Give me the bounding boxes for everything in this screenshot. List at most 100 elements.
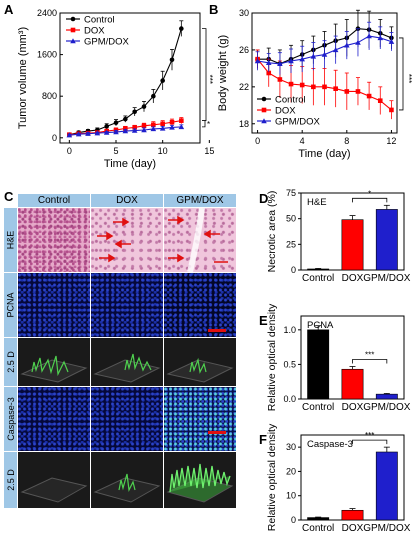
y-tick-label: 20 (286, 466, 296, 476)
data-point (377, 35, 384, 41)
data-point (277, 77, 283, 82)
he-gpm-image (164, 208, 236, 272)
legend-marker (70, 16, 76, 22)
surface-pcna-dox (91, 338, 163, 386)
category-label: Control (302, 402, 334, 413)
micro-col-header-gpm: GPM/DOX (164, 194, 236, 207)
legend-label: DOX (275, 106, 296, 117)
y-tick-label: 50 (286, 214, 296, 224)
panel-label-b: B (209, 2, 219, 17)
bar-DOX (341, 368, 364, 400)
data-point (122, 128, 129, 134)
y-tick-label: 1600 (37, 50, 57, 60)
he-gpm-arrows (168, 208, 228, 272)
data-point (310, 53, 317, 59)
bar-GPM/DOX (375, 209, 398, 271)
data-point (344, 89, 350, 94)
legend-label: Control (275, 95, 306, 106)
chart-D: 0 25 50 75 H&E Necrotic area (%) Control DOX GPM… (266, 188, 411, 284)
surface-pcna-gpm (164, 338, 236, 386)
data-point (131, 127, 138, 133)
surface-casp-control (18, 452, 90, 508)
x-tick-label: 5 (113, 146, 118, 156)
casp-gpm-image (164, 387, 236, 451)
data-point (169, 57, 175, 63)
data-point (333, 86, 338, 91)
data-point (179, 26, 184, 31)
data-point (389, 107, 394, 113)
pcna-control-image (18, 273, 90, 337)
data-point (141, 123, 147, 129)
data-point (322, 84, 327, 90)
category-label: Control (302, 523, 334, 534)
bar-GPM/DOX (375, 451, 398, 521)
series-GPM/DOX (66, 124, 185, 138)
bar-Control (307, 517, 330, 521)
sig-label: *** (365, 350, 374, 359)
panel-label-a: A (4, 2, 14, 17)
data-point (277, 60, 283, 66)
panel-label-f: F (259, 432, 267, 447)
y-tick-label: 1.0 (283, 325, 296, 335)
chart-F: 0 10 20 30 Caspase-3 Relative optical density… (266, 423, 411, 534)
legend-label: Control (84, 15, 115, 26)
casp-dox-image (91, 387, 163, 451)
y-tick-label: 26 (239, 45, 249, 55)
data-point (344, 42, 350, 48)
data-point (113, 120, 119, 126)
pcna-gpm-image (164, 273, 236, 337)
data-point (355, 89, 361, 94)
data-point (332, 47, 339, 53)
data-point (132, 125, 137, 130)
y-axis-label: Relative optical density (266, 423, 278, 531)
he-dox-arrows (97, 217, 131, 263)
y-tick-label: 0 (291, 515, 296, 525)
category-label: DOX (342, 523, 364, 534)
bar-DOX (341, 219, 364, 271)
plot-frame (251, 12, 398, 134)
he-dox-image (91, 208, 163, 272)
y-axis-label: Necrotic area (%) (266, 191, 278, 273)
panel-label-e: E (259, 313, 268, 328)
y-tick-label: 0.5 (283, 359, 296, 369)
y-tick-label: 25 (286, 239, 296, 249)
casp-control-image (18, 387, 90, 451)
y-tick-label: 75 (286, 188, 296, 198)
data-point (299, 56, 305, 62)
y-tick-label: 0 (291, 265, 296, 275)
chart-title: H&E (307, 197, 327, 208)
data-point (388, 38, 395, 44)
y-axis-label: Relative optical density (266, 303, 278, 411)
data-point (377, 98, 383, 103)
micro-row-label-3d-1: 2.5 D (4, 338, 17, 386)
panel-label-c: C (4, 189, 14, 204)
data-point (151, 122, 156, 128)
bar-Control (307, 329, 330, 400)
data-point (85, 130, 91, 136)
chart-title: Caspase-3 (307, 439, 353, 450)
data-point (288, 81, 294, 87)
data-point (75, 131, 82, 137)
data-point (179, 118, 184, 123)
x-tick-label: 4 (300, 136, 305, 146)
scale-bar-casp (208, 431, 226, 434)
data-point (141, 104, 147, 109)
category-label: GPM/DOX (363, 402, 411, 413)
y-axis-label: Tumor volume (mm³) (17, 27, 29, 129)
data-point (355, 39, 361, 45)
surface-casp-dox (91, 452, 163, 508)
sig-bracket (399, 37, 404, 111)
y-tick-label: 30 (286, 442, 296, 452)
x-tick-label: 12 (386, 136, 396, 146)
category-label: GPM/DOX (363, 273, 411, 284)
bar-GPM/DOX (375, 393, 398, 400)
data-point (113, 129, 119, 135)
micro-col-header-dox: DOX (91, 194, 163, 207)
sig-label: *** (404, 74, 413, 83)
data-point (288, 58, 294, 64)
panel-label-d: D (259, 191, 269, 206)
data-point (66, 132, 73, 138)
x-axis-label: Time (day) (104, 158, 156, 170)
